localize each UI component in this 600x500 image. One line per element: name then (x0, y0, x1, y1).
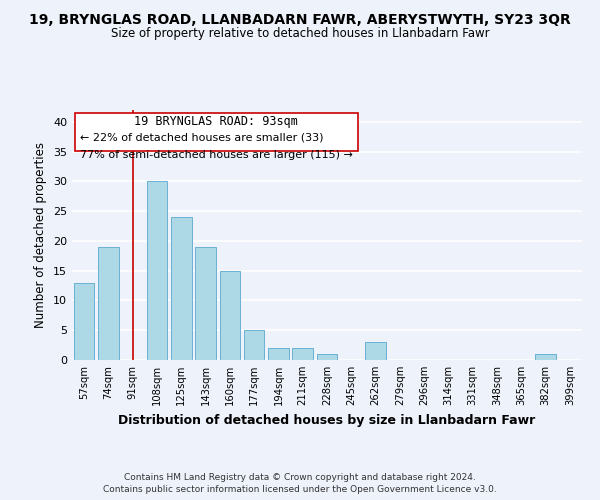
Text: Size of property relative to detached houses in Llanbadarn Fawr: Size of property relative to detached ho… (110, 28, 490, 40)
Text: ← 22% of detached houses are smaller (33): ← 22% of detached houses are smaller (33… (80, 132, 323, 142)
Bar (220, 270, 240, 360)
Text: 19, BRYNGLAS ROAD, LLANBADARN FAWR, ABERYSTWYTH, SY23 3QR: 19, BRYNGLAS ROAD, LLANBADARN FAWR, ABER… (29, 12, 571, 26)
Bar (74, 282, 94, 360)
Y-axis label: Number of detached properties: Number of detached properties (34, 142, 47, 328)
FancyBboxPatch shape (74, 112, 358, 151)
Bar (244, 330, 265, 360)
Bar (268, 348, 289, 360)
X-axis label: Distribution of detached houses by size in Llanbadarn Fawr: Distribution of detached houses by size … (118, 414, 536, 426)
Bar (535, 354, 556, 360)
Bar (292, 348, 313, 360)
Bar (365, 342, 386, 360)
Text: Contains public sector information licensed under the Open Government Licence v3: Contains public sector information licen… (103, 485, 497, 494)
Bar (317, 354, 337, 360)
Bar (98, 247, 119, 360)
Bar (195, 247, 216, 360)
Bar (171, 217, 191, 360)
Text: 19 BRYNGLAS ROAD: 93sqm: 19 BRYNGLAS ROAD: 93sqm (134, 115, 298, 128)
Text: Contains HM Land Registry data © Crown copyright and database right 2024.: Contains HM Land Registry data © Crown c… (124, 472, 476, 482)
Text: 77% of semi-detached houses are larger (115) →: 77% of semi-detached houses are larger (… (80, 150, 353, 160)
Bar (146, 182, 167, 360)
